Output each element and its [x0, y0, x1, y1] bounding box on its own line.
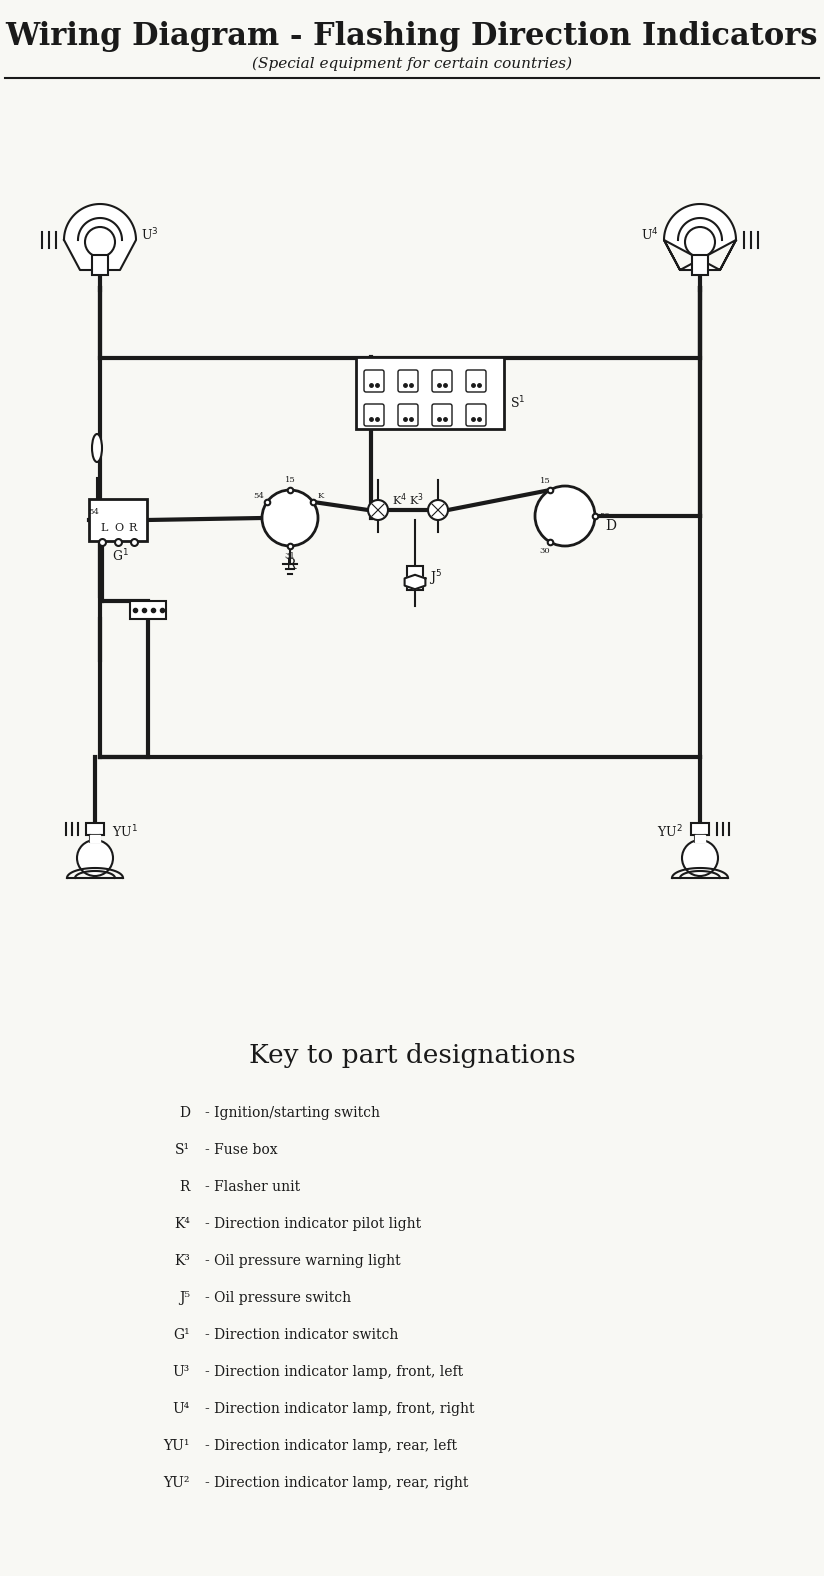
FancyBboxPatch shape [466, 403, 486, 426]
Bar [89, 500, 147, 541]
Text: Key to part designations: Key to part designations [249, 1042, 575, 1067]
Text: - Direction indicator switch: - Direction indicator switch [205, 1329, 398, 1343]
Text: G$^1$: G$^1$ [111, 548, 129, 564]
Text: 31: 31 [284, 552, 295, 559]
Text: - Oil pressure switch: - Oil pressure switch [205, 1291, 351, 1305]
Text: - Flasher unit: - Flasher unit [205, 1180, 300, 1195]
FancyBboxPatch shape [398, 403, 418, 426]
Circle shape [77, 840, 113, 876]
Circle shape [685, 227, 715, 257]
Bar [356, 358, 504, 429]
Text: J$^5$: J$^5$ [429, 569, 442, 588]
Text: - Fuse box: - Fuse box [205, 1143, 278, 1157]
Polygon shape [695, 835, 705, 842]
Text: R: R [180, 1180, 190, 1195]
Text: U$^4$: U$^4$ [641, 227, 659, 243]
Polygon shape [64, 203, 136, 269]
Text: D: D [605, 519, 616, 533]
Circle shape [368, 500, 388, 520]
Text: 54: 54 [88, 507, 100, 515]
Text: K$^3$: K$^3$ [410, 492, 424, 509]
FancyBboxPatch shape [432, 370, 452, 392]
Text: U$^3$: U$^3$ [141, 227, 158, 243]
Text: 54: 54 [254, 492, 265, 500]
Text: YU¹: YU¹ [164, 1439, 190, 1453]
Text: S¹: S¹ [175, 1143, 190, 1157]
Text: R: R [129, 523, 137, 533]
Bar [92, 255, 108, 274]
FancyBboxPatch shape [364, 370, 384, 392]
Circle shape [535, 485, 595, 545]
Circle shape [262, 490, 318, 545]
Text: YU$^1$: YU$^1$ [112, 824, 138, 840]
FancyBboxPatch shape [364, 403, 384, 426]
Text: K: K [318, 492, 325, 500]
Text: 15: 15 [284, 476, 295, 484]
Text: - Oil pressure warning light: - Oil pressure warning light [205, 1254, 400, 1269]
Text: - Direction indicator lamp, rear, right: - Direction indicator lamp, rear, right [205, 1477, 468, 1489]
Text: 30: 30 [540, 547, 550, 555]
Text: - Direction indicator lamp, front, left: - Direction indicator lamp, front, left [205, 1365, 463, 1379]
Text: G¹: G¹ [173, 1329, 190, 1343]
Text: K⁴: K⁴ [174, 1217, 190, 1231]
Text: L: L [101, 523, 108, 533]
Text: 50: 50 [600, 512, 611, 520]
Text: U³: U³ [173, 1365, 190, 1379]
Text: O: O [115, 523, 124, 533]
Text: J⁵: J⁵ [179, 1291, 190, 1305]
FancyBboxPatch shape [432, 403, 452, 426]
Text: K³: K³ [174, 1254, 190, 1269]
Text: YU$^2$: YU$^2$ [658, 824, 683, 840]
Text: S$^1$: S$^1$ [510, 394, 526, 411]
Text: - Direction indicator lamp, rear, left: - Direction indicator lamp, rear, left [205, 1439, 457, 1453]
Text: - Ignition/starting switch: - Ignition/starting switch [205, 1106, 380, 1121]
Circle shape [428, 500, 448, 520]
Text: U⁴: U⁴ [173, 1403, 190, 1415]
Polygon shape [405, 575, 425, 589]
FancyBboxPatch shape [398, 370, 418, 392]
Text: (Special equipment for certain countries): (Special equipment for certain countries… [252, 57, 572, 71]
Text: D: D [179, 1106, 190, 1121]
Polygon shape [664, 203, 736, 269]
Text: YU²: YU² [163, 1477, 190, 1489]
Text: - Direction indicator lamp, front, right: - Direction indicator lamp, front, right [205, 1403, 475, 1415]
Text: R: R [285, 558, 295, 572]
Bar [407, 566, 423, 589]
Text: Wiring Diagram - Flashing Direction Indicators: Wiring Diagram - Flashing Direction Indi… [6, 20, 818, 52]
Circle shape [85, 227, 115, 257]
FancyBboxPatch shape [466, 370, 486, 392]
Polygon shape [90, 835, 100, 842]
Text: - Direction indicator pilot light: - Direction indicator pilot light [205, 1217, 421, 1231]
Bar [86, 823, 104, 835]
Text: 15: 15 [540, 478, 550, 485]
Text: K$^4$: K$^4$ [392, 492, 407, 509]
Bar [130, 600, 166, 619]
Ellipse shape [92, 433, 102, 462]
Bar [692, 255, 708, 274]
Bar [691, 823, 709, 835]
Circle shape [682, 840, 718, 876]
